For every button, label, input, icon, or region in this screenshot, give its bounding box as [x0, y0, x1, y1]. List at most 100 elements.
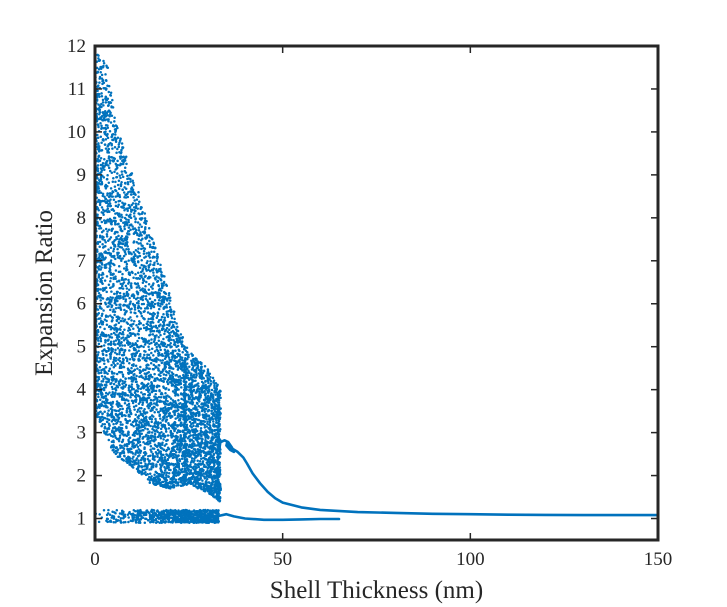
scatter-point: [150, 347, 154, 351]
scatter-point: [104, 371, 108, 374]
scatter-point: [134, 451, 138, 454]
scatter-point: [121, 407, 124, 411]
scatter-point: [118, 359, 122, 363]
scatter-point: [145, 307, 149, 310]
scatter-point: [190, 391, 193, 394]
scatter-point: [190, 368, 194, 371]
scatter-point: [137, 359, 141, 362]
scatter-point: [187, 369, 190, 372]
scatter-point: [127, 288, 131, 291]
scatter-point: [211, 467, 214, 471]
scatter-point: [190, 399, 194, 403]
scatter-point: [118, 256, 122, 260]
scatter-point: [154, 393, 157, 396]
scatter-point: [176, 393, 179, 396]
scatter-point: [113, 300, 117, 304]
scatter-point: [189, 376, 193, 379]
scatter-point: [134, 424, 138, 427]
scatter-point: [118, 155, 122, 159]
scatter-point: [135, 383, 139, 386]
scatter-point: [125, 434, 129, 438]
scatter-point: [130, 294, 134, 298]
scatter-point: [124, 284, 128, 288]
scatter-point: [110, 290, 113, 293]
scatter-point: [110, 114, 114, 118]
scatter-point: [127, 377, 131, 380]
scatter-point: [99, 135, 103, 138]
scatter-point: [157, 267, 161, 271]
scatter-point: [135, 443, 138, 447]
scatter-point: [150, 380, 153, 384]
scatter-point: [147, 268, 150, 272]
scatter-point: [121, 439, 124, 443]
scatter-point: [171, 375, 175, 378]
scatter-point: [106, 174, 109, 177]
scatter-point: [136, 410, 139, 413]
scatter-point: [125, 265, 128, 268]
scatter-point: [121, 282, 125, 286]
scatter-point: [198, 459, 202, 463]
scatter-point: [100, 263, 104, 266]
scatter-point: [134, 400, 138, 404]
scatter-point: [179, 367, 183, 371]
scatter-point: [202, 377, 206, 380]
scatter-point: [198, 361, 202, 364]
scatter-point: [203, 434, 207, 437]
scatter-point: [176, 329, 180, 333]
scatter-point: [131, 457, 134, 460]
scatter-point: [177, 366, 180, 370]
scatter-point: [112, 247, 116, 251]
scatter-point: [193, 484, 196, 488]
scatter-point: [143, 397, 147, 400]
scatter-point: [105, 298, 109, 301]
scatter-point: [105, 381, 109, 384]
scatter-point: [110, 381, 113, 385]
scatter-point: [161, 320, 165, 324]
scatter-point: [125, 457, 128, 461]
scatter-point: [165, 442, 168, 446]
scatter-point: [188, 389, 191, 392]
scatter-point: [109, 351, 113, 354]
scatter-point: [113, 170, 116, 174]
scatter-point: [162, 417, 165, 421]
scatter-point: [148, 235, 152, 239]
scatter-point: [177, 484, 180, 487]
scatter-point: [142, 429, 145, 432]
scatter-point: [142, 246, 146, 250]
scatter-point: [101, 400, 104, 403]
scatter-point: [167, 294, 171, 297]
scatter-point: [109, 303, 112, 306]
scatter-point: [127, 399, 130, 402]
scatter-point: [101, 256, 105, 260]
scatter-point: [99, 420, 102, 423]
scatter-point: [118, 225, 121, 228]
scatter-point: [147, 434, 150, 438]
scatter-point: [206, 485, 210, 489]
scatter-point: [168, 407, 172, 410]
scatter-point: [179, 379, 182, 382]
scatter-point: [109, 328, 113, 331]
scatter-point: [102, 104, 105, 107]
scatter-point: [140, 344, 143, 348]
scatter-point: [136, 437, 139, 441]
scatter-point: [106, 145, 109, 148]
scatter-point: [118, 291, 122, 295]
scatter-point: [97, 54, 100, 57]
scatter-point: [124, 252, 127, 256]
scatter-point: [162, 448, 166, 451]
scatter-point: [128, 362, 131, 365]
scatter-point: [141, 357, 144, 360]
scatter-point: [121, 317, 124, 320]
scatter-point: [173, 472, 176, 476]
scatter-point: [143, 232, 146, 235]
scatter-point: [149, 424, 152, 428]
scatter-point: [107, 438, 111, 442]
scatter-point: [148, 297, 152, 300]
scatter-point: [127, 203, 131, 207]
scatter-point: [152, 354, 155, 357]
scatter-point: [132, 431, 136, 435]
scatter-point: [101, 79, 104, 83]
scatter-point: [101, 422, 104, 426]
scatter-point: [136, 296, 139, 300]
scatter-point: [101, 242, 104, 246]
